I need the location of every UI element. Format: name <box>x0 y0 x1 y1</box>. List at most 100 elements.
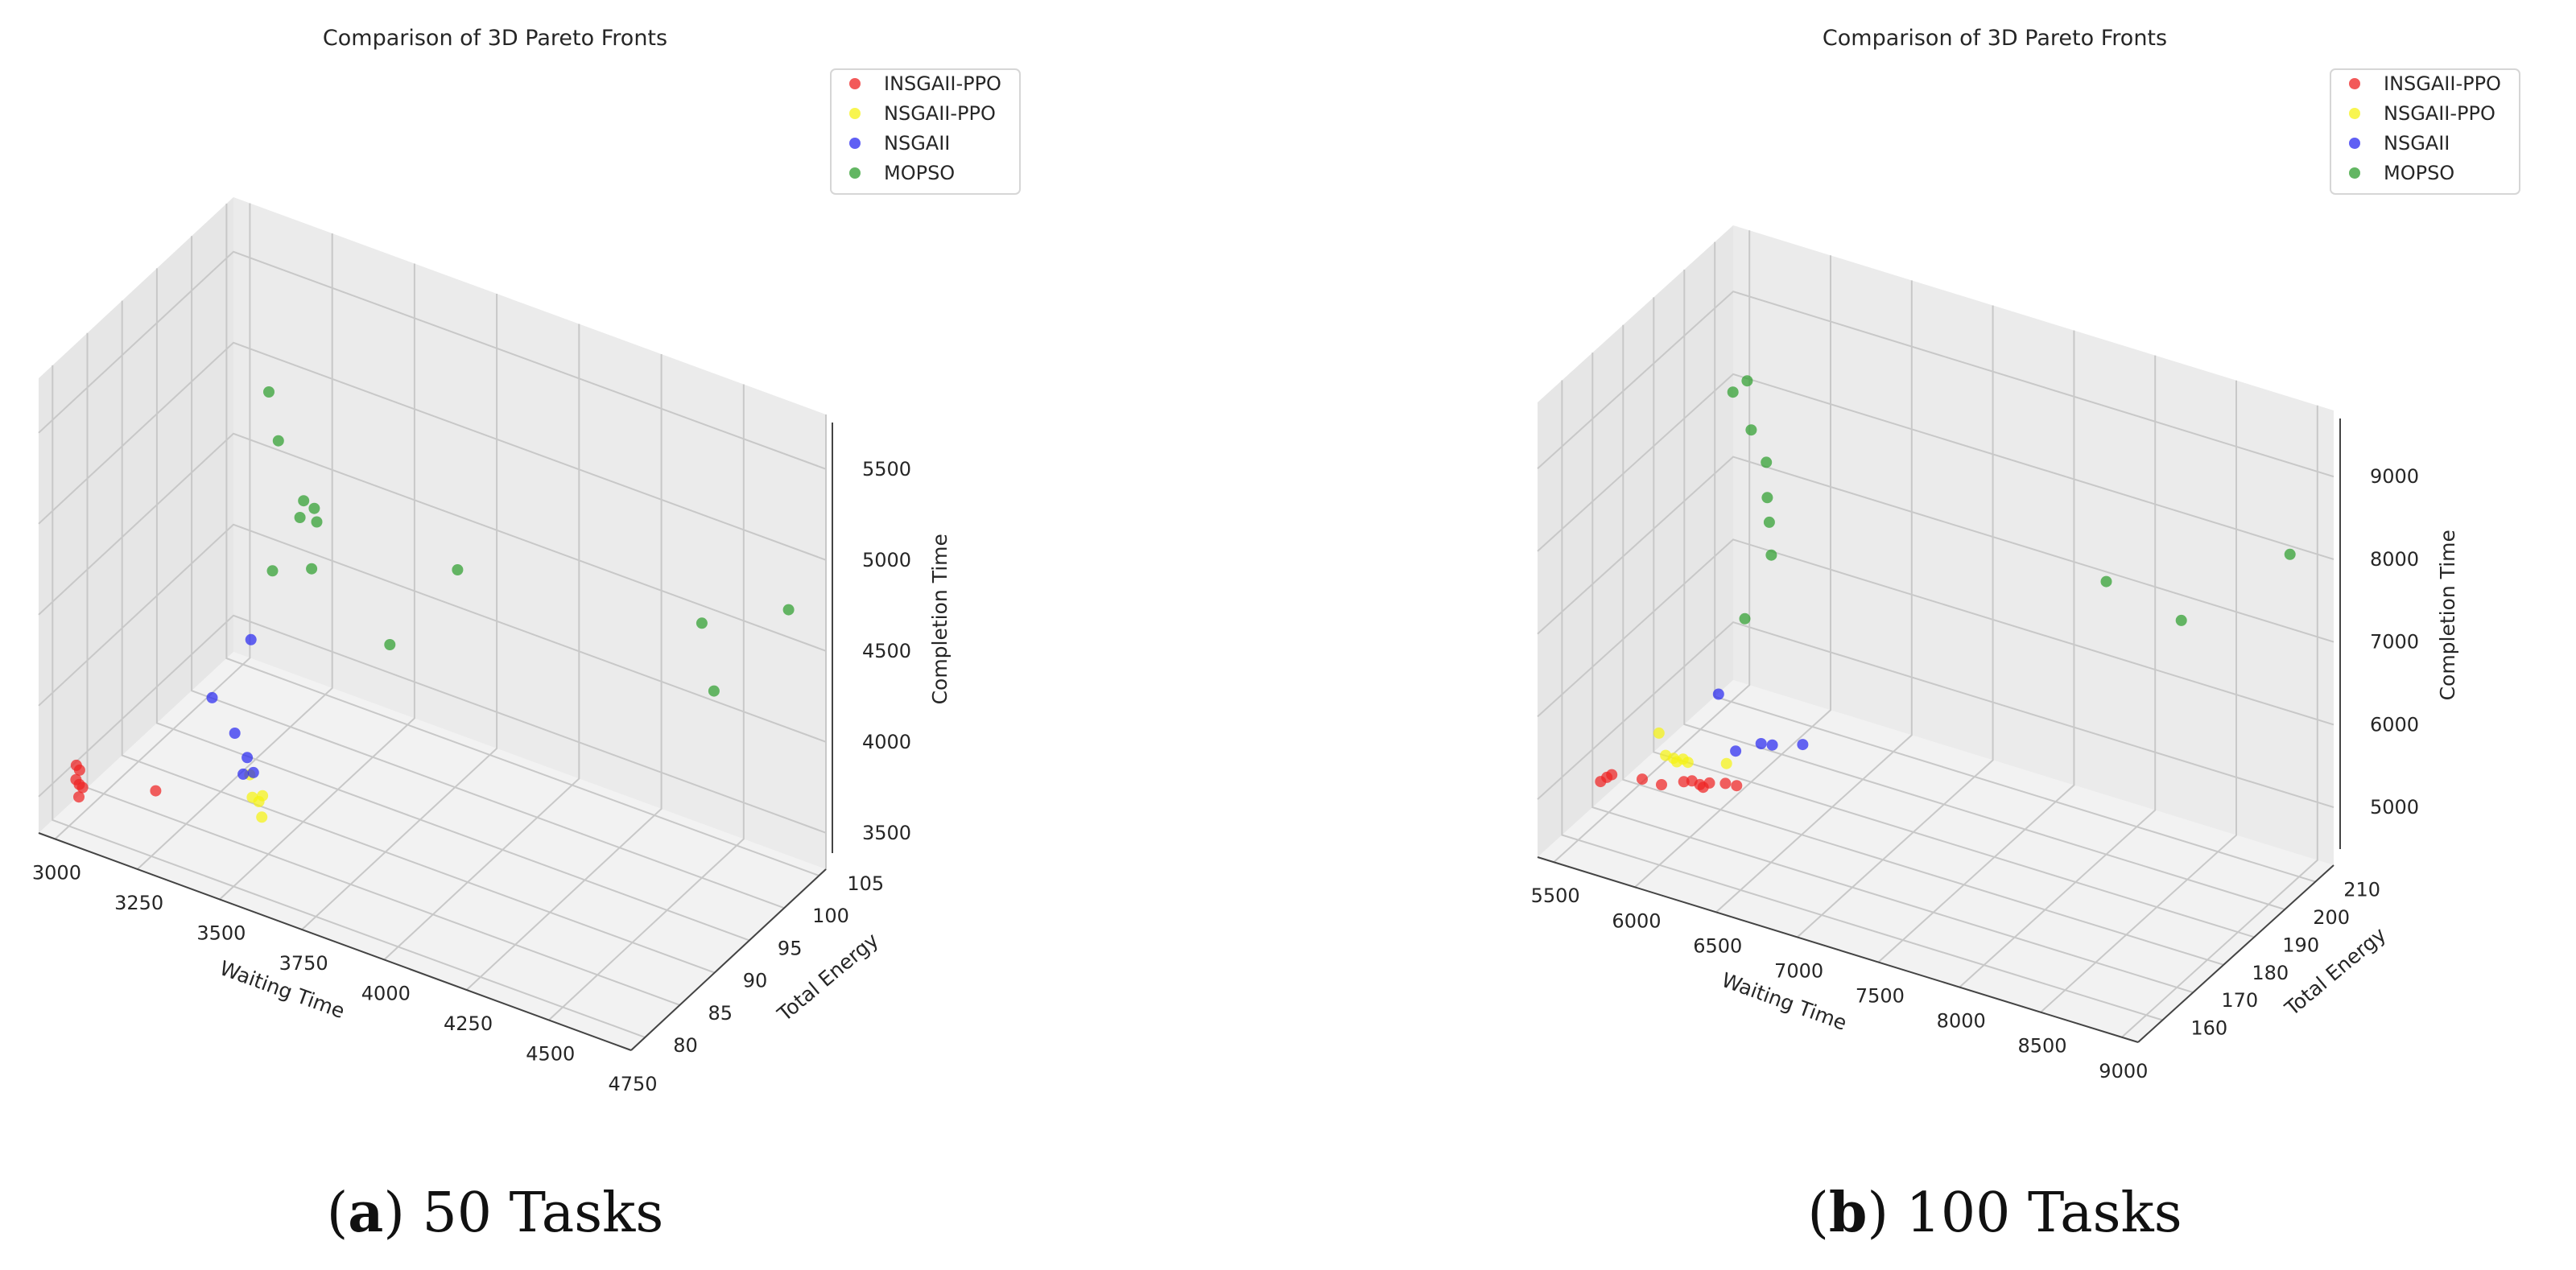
y-tick-label: 105 <box>847 872 884 895</box>
z-tick-label: 4500 <box>862 640 911 662</box>
legend-label: MOPSO <box>2384 162 2454 184</box>
legend: INSGAII-PPO NSGAII-PPO NSGAII MOPSO <box>830 68 1021 195</box>
y-tick-label: 90 <box>743 970 768 992</box>
data-point[interactable] <box>1712 688 1724 700</box>
data-point[interactable] <box>73 791 85 803</box>
data-point[interactable] <box>384 639 396 650</box>
data-point[interactable] <box>256 811 268 823</box>
series-nsgaii <box>1712 688 1809 757</box>
y-tick-label: 160 <box>2190 1017 2227 1040</box>
x-tick-label: 7500 <box>1856 985 1905 1008</box>
data-point[interactable] <box>1637 773 1648 786</box>
data-point[interactable] <box>1763 516 1775 528</box>
data-point[interactable] <box>1739 612 1751 625</box>
series-nsgaii-ppo <box>1653 727 1732 769</box>
data-point[interactable] <box>73 764 85 776</box>
data-point[interactable] <box>452 564 464 575</box>
data-point[interactable] <box>242 752 254 764</box>
y-tick-label: 180 <box>2252 962 2289 984</box>
z-tick-label: 4000 <box>862 731 911 753</box>
legend-box <box>830 68 1021 195</box>
chart-title: Comparison of 3D Pareto Fronts <box>1823 26 2167 51</box>
data-point[interactable] <box>2175 614 2187 626</box>
data-point[interactable] <box>237 768 250 780</box>
gridline-z <box>1537 456 2334 643</box>
data-point[interactable] <box>298 495 310 507</box>
data-point[interactable] <box>1653 727 1665 739</box>
data-point[interactable] <box>1703 777 1715 789</box>
gridline-x <box>219 263 415 901</box>
x-tick-label: 3500 <box>196 922 246 945</box>
data-point[interactable] <box>1797 739 1809 751</box>
z-tick-label: 8000 <box>2370 548 2419 571</box>
x-tick-label: 6000 <box>1612 909 1661 932</box>
data-point[interactable] <box>308 502 320 514</box>
data-point[interactable] <box>1765 549 1777 561</box>
data-point[interactable] <box>1606 769 1618 781</box>
legend-label: NSGAII-PPO <box>2384 102 2496 125</box>
data-point[interactable] <box>263 386 275 398</box>
gridline-x <box>54 203 251 840</box>
y-axis-line <box>2137 864 2334 1043</box>
z-tick-label: 5000 <box>2370 796 2419 818</box>
gridline-z <box>38 614 827 834</box>
data-point[interactable] <box>1761 456 1773 468</box>
legend-marker-nsgaii-ppo <box>849 108 861 119</box>
data-point[interactable] <box>1731 780 1743 792</box>
gridline-y <box>225 204 819 876</box>
data-point[interactable] <box>206 691 218 703</box>
data-point[interactable] <box>782 604 795 616</box>
data-point[interactable] <box>272 435 284 447</box>
data-point[interactable] <box>245 633 257 645</box>
data-point[interactable] <box>76 781 89 794</box>
x-tick-label: 7000 <box>1774 959 1823 982</box>
data-point[interactable] <box>1678 776 1690 788</box>
gridline-y <box>1561 380 2163 1021</box>
data-point[interactable] <box>1745 424 1757 436</box>
data-point[interactable] <box>1761 492 1773 504</box>
x-axis-line <box>1537 856 2139 1043</box>
data-point[interactable] <box>708 685 720 697</box>
gridline-y <box>1653 297 2255 938</box>
data-point[interactable] <box>2100 575 2112 588</box>
panel-b-100-tasks: Comparison of 3D Pareto Fronts 5500 6000 65… <box>1531 26 2520 1245</box>
data-point[interactable] <box>2284 548 2296 560</box>
gridline-y <box>121 300 716 974</box>
gridline-y <box>155 268 750 942</box>
gridline-z <box>38 341 827 561</box>
data-point[interactable] <box>1766 739 1778 751</box>
data-point[interactable] <box>247 766 259 778</box>
gridlines <box>1537 230 2334 1038</box>
data-point[interactable] <box>150 785 162 797</box>
gridline-x <box>1877 330 2075 963</box>
data-point[interactable] <box>1741 375 1753 387</box>
data-point[interactable] <box>1719 777 1732 790</box>
data-point[interactable] <box>311 516 323 528</box>
panel-caption: (b) 100 Tasks <box>1807 1181 2182 1245</box>
data-point[interactable] <box>229 728 241 739</box>
data-point[interactable] <box>696 617 708 629</box>
data-point[interactable] <box>266 565 279 577</box>
data-point[interactable] <box>1656 779 1667 790</box>
x-tick-label: 4000 <box>361 983 411 1005</box>
back-pane <box>233 197 826 869</box>
data-point[interactable] <box>1727 386 1739 398</box>
z-axis-label: Completion Time <box>2436 530 2459 700</box>
data-point[interactable] <box>1730 745 1742 757</box>
gridline-x <box>2040 380 2237 1013</box>
gridline-z <box>1537 291 2334 478</box>
gridline-x <box>1959 355 2157 988</box>
data-point[interactable] <box>1755 738 1767 749</box>
gridline-x <box>1796 305 1994 938</box>
gridline-y <box>52 365 646 1038</box>
data-point[interactable] <box>294 512 306 523</box>
data-point[interactable] <box>306 563 318 575</box>
x-axis-line <box>38 832 632 1051</box>
gridline-y <box>1683 270 2285 910</box>
data-point[interactable] <box>253 796 265 807</box>
legend-marker-nsgaii <box>2349 138 2360 149</box>
data-point[interactable] <box>1682 757 1694 769</box>
data-point[interactable] <box>1720 757 1732 769</box>
legend-marker-mopso <box>2349 167 2360 179</box>
